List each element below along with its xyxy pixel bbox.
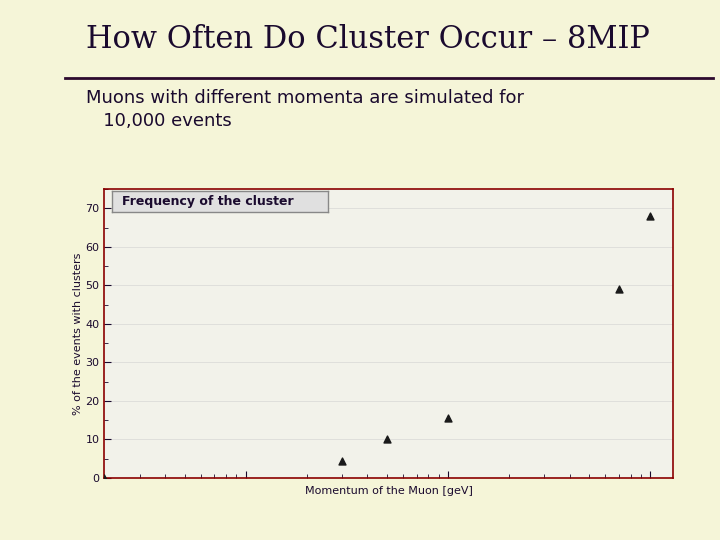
Y-axis label: % of the events with clusters: % of the events with clusters [73, 252, 83, 415]
Point [644, 212, 656, 220]
X-axis label: Momentum of the Muon [geV]: Momentum of the Muon [geV] [305, 485, 473, 496]
Point [382, 435, 393, 444]
Point [336, 456, 348, 465]
Text: Muons with different momenta are simulated for: Muons with different momenta are simulat… [86, 89, 524, 107]
Point [99, 474, 110, 482]
Text: Frequency of the cluster: Frequency of the cluster [122, 195, 294, 208]
Point [613, 285, 624, 293]
Text: How Often Do Cluster Occur – 8MIP: How Often Do Cluster Occur – 8MIP [86, 24, 650, 55]
Point [442, 414, 454, 422]
Text: 10,000 events: 10,000 events [86, 112, 232, 130]
